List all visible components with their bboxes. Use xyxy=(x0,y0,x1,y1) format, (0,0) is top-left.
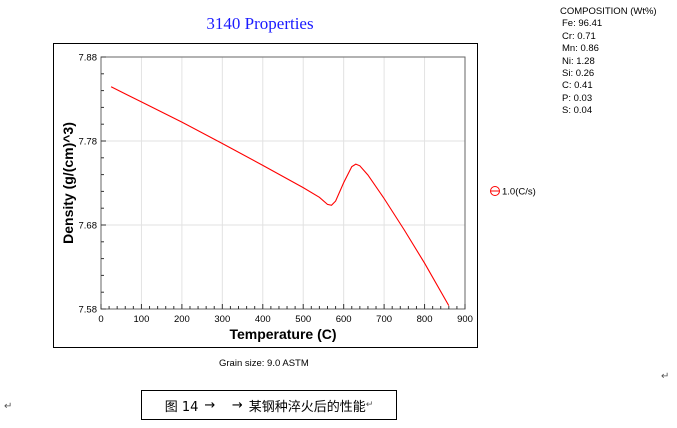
x-tick-label: 500 xyxy=(295,314,311,325)
composition-title: COMPOSITION (Wt%) xyxy=(560,6,657,17)
x-tick-label: 600 xyxy=(336,314,352,325)
composition-item: Cr: 0.71 xyxy=(562,30,596,42)
return-mark-left: ↵ xyxy=(4,401,13,412)
composition-item: Si: 0.26 xyxy=(562,68,595,80)
caption-text: 某钢种淬火后的性能 xyxy=(248,399,366,415)
composition-item: P: 0.03 xyxy=(562,92,593,104)
x-tick-label: 300 xyxy=(214,314,230,325)
composition-item: S: 0.04 xyxy=(562,105,593,117)
x-tick-label: 400 xyxy=(255,314,271,325)
y-tick-label: 7.58 xyxy=(79,305,98,316)
x-tick-label: 900 xyxy=(457,314,473,325)
figure-caption: 图 14 → → 某钢种淬火后的性能 ↵ xyxy=(141,390,397,420)
y-tick-label: 7.68 xyxy=(79,221,98,232)
x-tick-label: 0 xyxy=(98,314,103,325)
x-tick-label: 200 xyxy=(174,314,190,325)
grain-size-note: Grain size: 9.0 ASTM xyxy=(219,358,309,369)
caption-label: 图 14 xyxy=(164,399,199,415)
caption-return-mark: ↵ xyxy=(365,400,374,410)
return-mark-right: ↵ xyxy=(661,371,670,382)
composition-item: Ni: 1.28 xyxy=(562,55,595,67)
composition-list: COMPOSITION (Wt%) Fe: 96.41 Cr: 0.71 Mn:… xyxy=(560,6,657,118)
composition-item: Fe: 96.41 xyxy=(562,18,603,30)
x-tick-label: 700 xyxy=(376,314,392,325)
caption-arrows: → → xyxy=(204,397,243,413)
y-tick-label: 7.88 xyxy=(79,53,98,64)
plot-area xyxy=(101,57,465,309)
composition-item: C: 0.41 xyxy=(562,80,593,92)
series-line xyxy=(110,86,450,306)
chart-title: 3140 Properties xyxy=(206,14,314,33)
plot-border xyxy=(100,56,466,310)
y-axis-label: Density (g/(cm)^3) xyxy=(60,122,76,244)
x-tick-label: 800 xyxy=(417,314,433,325)
composition-item: Mn: 0.86 xyxy=(562,43,599,55)
legend-label: 1.0(C/s) xyxy=(502,187,536,198)
x-tick-label: 100 xyxy=(134,314,150,325)
y-tick-label: 7.78 xyxy=(79,137,98,148)
x-axis-label: Temperature (C) xyxy=(229,326,336,342)
